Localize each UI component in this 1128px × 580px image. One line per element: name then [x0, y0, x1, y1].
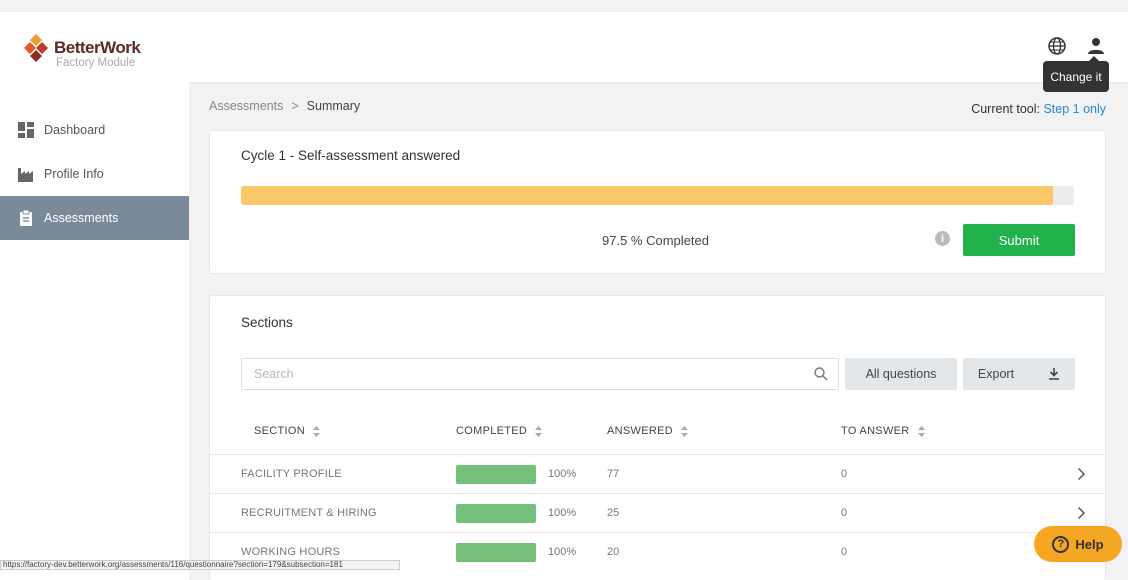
answered-count: 20	[607, 546, 620, 558]
completion-percent: 100%	[548, 468, 577, 480]
sort-icon	[535, 425, 543, 437]
betterwork-logo[interactable]: BetterWork Factory Module	[22, 32, 162, 72]
assessment-title: Cycle 1 - Self-assessment answered	[241, 148, 461, 163]
table-row[interactable]: FACILITY PROFILE 100% 77 0	[210, 454, 1105, 493]
answered-count: 77	[607, 468, 620, 480]
section-name: FACILITY PROFILE	[241, 468, 342, 480]
to-answer-count: 0	[841, 468, 848, 480]
help-label: Help	[1075, 536, 1104, 552]
sidebar: Dashboard Profile Info Assessments	[0, 82, 189, 580]
help-icon: ?	[1052, 535, 1070, 553]
column-header-label: ANSWERED	[607, 425, 673, 437]
status-bar-url: https://factory-dev.betterwork.org/asses…	[0, 560, 400, 570]
logo-mark-icon	[24, 34, 48, 62]
sidebar-item-label: Dashboard	[44, 123, 106, 137]
assessment-summary-card: Cycle 1 - Self-assessment answered 97.5 …	[209, 130, 1106, 274]
completion-percent: 100%	[548, 507, 577, 519]
user-icon[interactable]	[1086, 36, 1106, 56]
sidebar-item-dashboard[interactable]: Dashboard	[0, 108, 189, 152]
change-it-tooltip: Change it	[1043, 56, 1109, 92]
column-header-section[interactable]: SECTION	[254, 425, 320, 437]
factory-icon	[18, 168, 33, 182]
breadcrumb: Assessments > Summary	[209, 99, 360, 113]
section-name: RECRUITMENT & HIRING	[241, 507, 377, 519]
search-box	[241, 358, 839, 390]
sort-icon	[313, 425, 320, 437]
sort-icon	[680, 425, 688, 437]
top-strip	[0, 0, 1128, 12]
sidebar-item-assessments[interactable]: Assessments	[0, 196, 189, 240]
logo-title: BetterWork	[54, 38, 141, 57]
sort-icon	[917, 425, 925, 437]
completion-bar-fill	[456, 543, 536, 562]
globe-icon[interactable]	[1047, 36, 1067, 56]
column-header-label: TO ANSWER	[841, 425, 910, 437]
submit-button[interactable]: Submit	[963, 224, 1075, 256]
completion-bar	[456, 465, 536, 484]
breadcrumb-separator: >	[291, 99, 299, 113]
column-header-label: SECTION	[254, 425, 305, 437]
column-header-completed[interactable]: COMPLETED	[456, 425, 543, 437]
completion-bar-fill	[456, 465, 536, 484]
table-row[interactable]: WORKING HOURS 100% 20 0	[210, 532, 1105, 571]
completion-bar	[456, 543, 536, 562]
breadcrumb-current: Summary	[306, 99, 361, 113]
completion-bar-fill	[456, 504, 536, 523]
completion-text: 97.5 % Completed	[602, 233, 709, 248]
current-tool-label: Current tool:	[971, 102, 1040, 116]
completion-percent: 100%	[548, 546, 577, 558]
sidebar-item-profile-info[interactable]: Profile Info	[0, 152, 189, 196]
answered-count: 25	[607, 507, 620, 519]
search-icon[interactable]	[814, 367, 828, 381]
info-icon[interactable]: i	[935, 231, 950, 246]
sections-card: Sections All questions Export SECTION CO…	[209, 295, 1106, 580]
sidebar-item-label: Assessments	[44, 211, 119, 225]
column-header-answered[interactable]: ANSWERED	[607, 425, 688, 437]
progress-bar	[241, 186, 1074, 205]
chevron-right-icon[interactable]	[1074, 467, 1088, 481]
sections-title: Sections	[241, 315, 293, 330]
progress-fill	[241, 186, 1054, 205]
logo-subtitle: Factory Module	[56, 57, 136, 69]
app-header: BetterWork Factory Module	[0, 12, 1128, 82]
column-header-to-answer[interactable]: TO ANSWER	[841, 425, 925, 437]
table-row[interactable]: RECRUITMENT & HIRING 100% 25 0	[210, 493, 1105, 532]
all-questions-button[interactable]: All questions	[845, 358, 957, 390]
export-button[interactable]: Export	[963, 358, 1075, 390]
clipboard-icon	[20, 210, 32, 226]
chevron-right-icon[interactable]	[1074, 506, 1088, 520]
to-answer-count: 0	[841, 546, 848, 558]
section-name: WORKING HOURS	[241, 546, 341, 558]
current-tool-link[interactable]: Step 1 only	[1043, 102, 1106, 116]
completion-bar	[456, 504, 536, 523]
breadcrumb-assessments[interactable]: Assessments	[209, 99, 284, 113]
search-input[interactable]	[242, 359, 802, 389]
download-icon	[1049, 368, 1060, 380]
sidebar-item-label: Profile Info	[44, 167, 104, 181]
help-button[interactable]: ? Help	[1034, 526, 1122, 562]
column-header-label: COMPLETED	[456, 425, 528, 437]
dashboard-icon	[18, 122, 34, 138]
export-label: Export	[977, 367, 1015, 381]
current-tool: Current tool: Step 1 only	[971, 102, 1106, 116]
to-answer-count: 0	[841, 507, 848, 519]
